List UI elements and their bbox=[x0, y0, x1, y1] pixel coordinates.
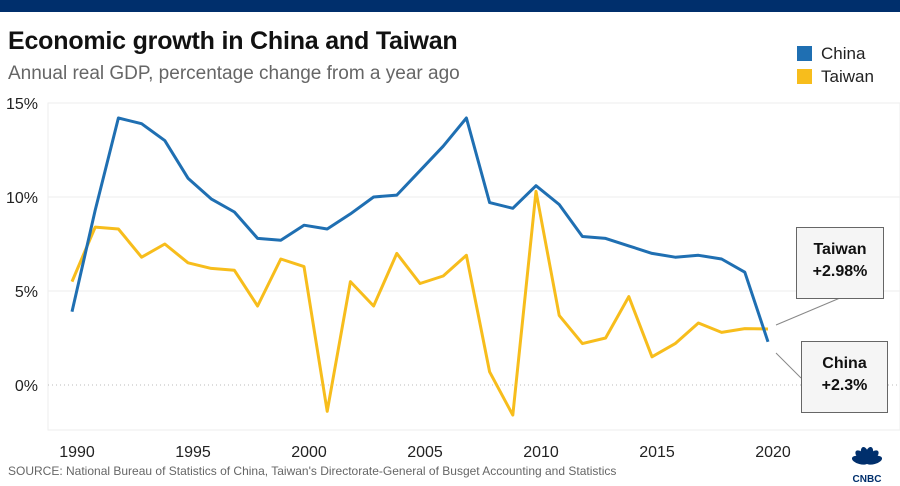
series-line-taiwan bbox=[70, 189, 769, 417]
callout-china-name: China bbox=[822, 355, 867, 372]
callout-taiwan-name: Taiwan bbox=[813, 241, 867, 258]
chart-title: Economic growth in China and Taiwan bbox=[8, 27, 458, 55]
y-tick-label: 5% bbox=[15, 284, 38, 301]
legend-label-china: China bbox=[821, 43, 866, 63]
logo-feather bbox=[865, 455, 883, 465]
legend-label-taiwan: Taiwan bbox=[821, 66, 874, 86]
callout-leader-taiwan bbox=[775, 297, 841, 326]
brand-top-bar bbox=[0, 0, 900, 12]
source-note: SOURCE: National Bureau of Statistics of… bbox=[8, 464, 617, 478]
x-tick-label: 2005 bbox=[407, 444, 443, 461]
callout-leader-china bbox=[775, 352, 802, 379]
x-tick-label: 2015 bbox=[639, 444, 675, 461]
y-tick-label: 10% bbox=[6, 190, 38, 207]
legend-swatch-china bbox=[797, 46, 812, 61]
cnbc-peacock-logo: CNBC bbox=[851, 446, 883, 485]
callout-china: China +2.3% bbox=[801, 341, 888, 413]
legend-item-china: China bbox=[797, 42, 874, 65]
legend: China Taiwan bbox=[797, 42, 874, 88]
x-tick-label: 1990 bbox=[59, 444, 95, 461]
chart-subtitle: Annual real GDP, percentage change from … bbox=[8, 63, 460, 84]
legend-swatch-taiwan bbox=[797, 69, 812, 84]
x-tick-label: 2010 bbox=[523, 444, 559, 461]
callout-taiwan: Taiwan +2.98% bbox=[796, 227, 884, 299]
callout-china-value: +2.3% bbox=[821, 377, 868, 394]
x-tick-label: 2020 bbox=[755, 444, 791, 461]
x-tick-label: 2000 bbox=[291, 444, 327, 461]
series-line-china bbox=[70, 116, 770, 343]
callout-taiwan-value: +2.98% bbox=[812, 263, 868, 280]
x-tick-label: 1995 bbox=[175, 444, 211, 461]
plot-frame bbox=[47, 102, 900, 431]
legend-item-taiwan: Taiwan bbox=[797, 65, 874, 88]
y-tick-label: 0% bbox=[15, 378, 38, 395]
logo-text: CNBC bbox=[853, 474, 882, 485]
y-tick-label: 15% bbox=[6, 96, 38, 113]
